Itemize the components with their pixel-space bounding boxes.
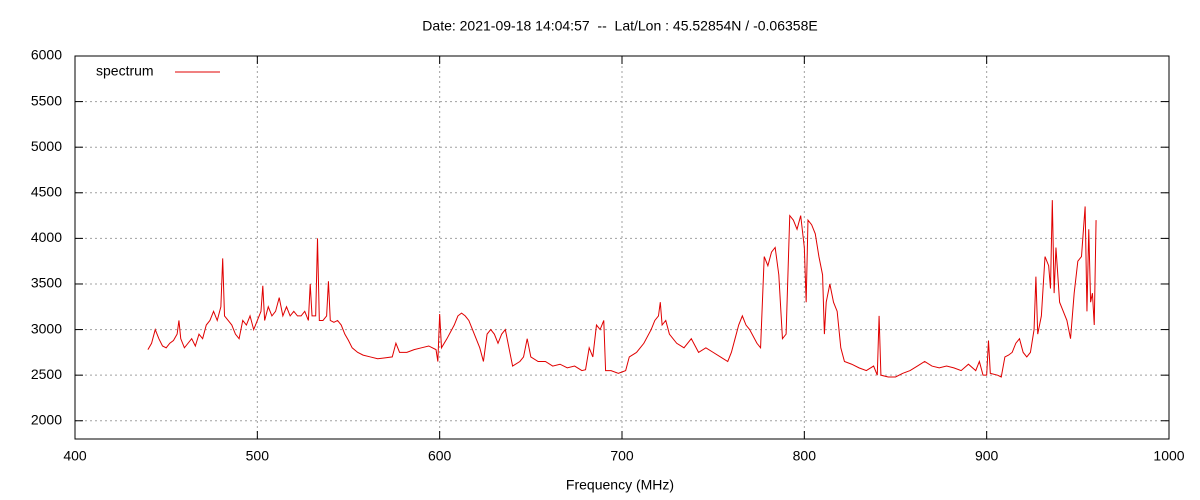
y-tick-label: 3000 xyxy=(31,320,62,336)
y-tick-label: 3500 xyxy=(31,275,62,291)
legend-label: spectrum xyxy=(96,63,154,79)
y-tick-label: 2500 xyxy=(31,366,62,382)
y-tick-label: 5500 xyxy=(31,92,62,108)
chart-title: Date: 2021-09-18 14:04:57 -- Lat/Lon : 4… xyxy=(422,18,817,34)
x-tick-label: 600 xyxy=(428,448,452,464)
y-tick-label: 2000 xyxy=(31,411,62,427)
y-tick-label: 5000 xyxy=(31,138,62,154)
x-tick-label: 800 xyxy=(793,448,817,464)
x-tick-label: 400 xyxy=(63,448,87,464)
x-tick-label: 900 xyxy=(975,448,999,464)
y-tick-label: 4000 xyxy=(31,229,62,245)
x-tick-label: 1000 xyxy=(1153,448,1184,464)
x-tick-label: 500 xyxy=(246,448,270,464)
plot-frame xyxy=(74,55,1170,440)
y-tick-label: 4500 xyxy=(31,183,62,199)
x-axis-label: Frequency (MHz) xyxy=(566,477,674,493)
x-tick-label: 700 xyxy=(610,448,634,464)
y-tick-label: 6000 xyxy=(31,47,62,63)
spectrum-line xyxy=(147,200,1097,378)
